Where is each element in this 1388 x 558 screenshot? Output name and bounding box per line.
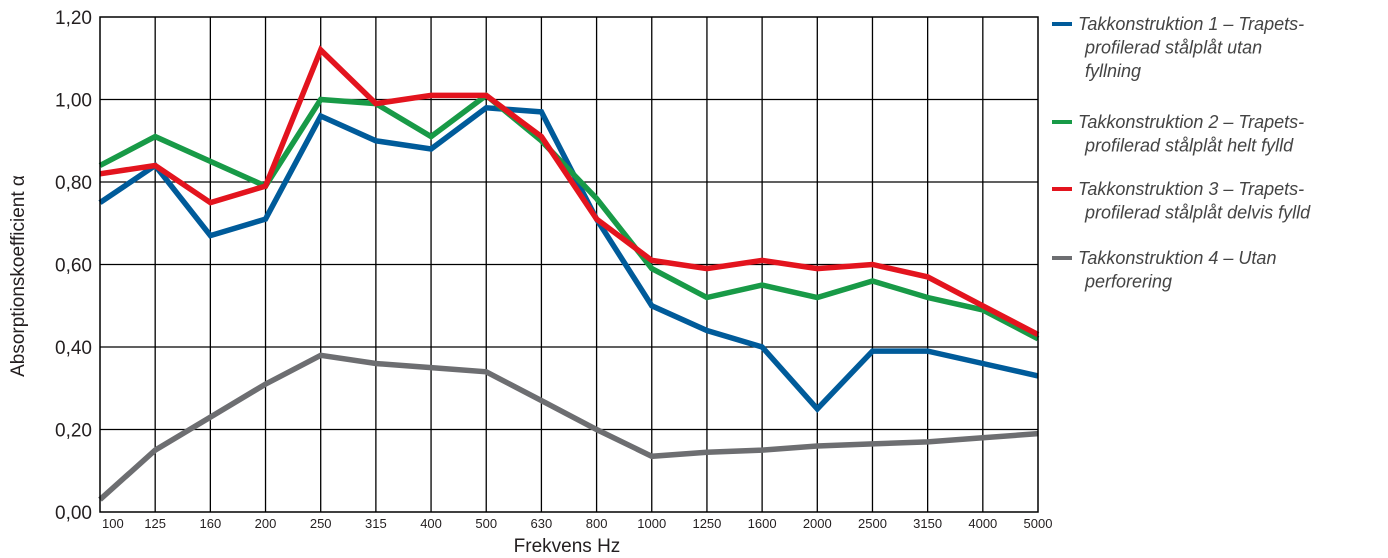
y-tick-label: 1,20 — [55, 8, 92, 29]
legend-label: Takkonstruktion 1 – Trapets- — [1078, 14, 1304, 34]
y-tick-label: 0,00 — [55, 503, 92, 524]
legend-item-4: Takkonstruktion 4 – Utan perforering — [1052, 248, 1276, 292]
y-tick-label: 0,20 — [55, 421, 92, 442]
x-tick-label: 4000 — [968, 516, 997, 531]
x-tick-label: 800 — [586, 516, 608, 531]
legend-label: profilerad stålplåt helt fylld — [1084, 136, 1294, 156]
series-line-1 — [98, 104, 1039, 413]
x-tick-label: 2500 — [858, 516, 887, 531]
x-tick-labels: 100 125 160 200 250 315 400 500 630 800 1000 1250 16… — [102, 516, 1052, 531]
x-tick-label: 125 — [144, 516, 166, 531]
x-tick-label: 500 — [475, 516, 497, 531]
x-tick-label: 250 — [310, 516, 332, 531]
series-line-2 — [98, 91, 1040, 342]
x-tick-label: 1250 — [692, 516, 721, 531]
plot-frame — [99, 16, 1039, 513]
plot-area-border — [99, 16, 1039, 513]
legend-item-3: Takkonstruktion 3 – Trapets-profilerad s… — [1052, 179, 1311, 223]
x-tick-label: 2000 — [803, 516, 832, 531]
series-line-4 — [98, 352, 1039, 502]
y-tick-label: 0,60 — [55, 256, 92, 277]
legend-label: profilerad stålplåt utan — [1084, 38, 1262, 58]
legend-item-1: Takkonstruktion 1 – Trapets-profilerad s… — [1052, 14, 1304, 81]
legend-label: fyllning — [1085, 61, 1141, 81]
x-tick-label: 1000 — [637, 516, 666, 531]
legend-label: perforering — [1084, 272, 1172, 292]
x-tick-label: 200 — [255, 516, 277, 531]
x-tick-label: 315 — [365, 516, 387, 531]
x-tick-label: 400 — [420, 516, 442, 531]
series-line-3 — [99, 45, 1040, 338]
legend-item-2: Takkonstruktion 2 – Trapets-profilerad s… — [1052, 112, 1304, 156]
x-tick-label: 630 — [531, 516, 553, 531]
y-tick-labels: 0,00 0,20 0,40 0,60 0,80 1,00 1,20 — [55, 8, 92, 524]
x-tick-label: 1600 — [748, 516, 777, 531]
legend: Takkonstruktion 1 – Trapets-profilerad s… — [1052, 14, 1311, 292]
y-tick-label: 0,80 — [55, 173, 92, 194]
series-lines — [98, 45, 1040, 502]
x-tick-label: 100 — [102, 516, 124, 531]
x-tick-label: 5000 — [1024, 516, 1053, 531]
legend-label: Takkonstruktion 3 – Trapets- — [1078, 179, 1304, 199]
x-tick-label: 3150 — [913, 516, 942, 531]
y-tick-label: 1,00 — [55, 91, 92, 112]
legend-label: Takkonstruktion 4 – Utan — [1078, 248, 1276, 268]
x-tick-label: 160 — [200, 516, 222, 531]
y-axis-title: Absorptionskoefficient α — [8, 175, 29, 377]
legend-label: profilerad stålplåt delvis fylld — [1084, 203, 1311, 223]
legend-label: Takkonstruktion 2 – Trapets- — [1078, 112, 1304, 132]
x-axis-title: Frekvens Hz — [514, 536, 621, 557]
grid-lines — [100, 17, 1038, 512]
y-tick-label: 0,40 — [55, 338, 92, 359]
